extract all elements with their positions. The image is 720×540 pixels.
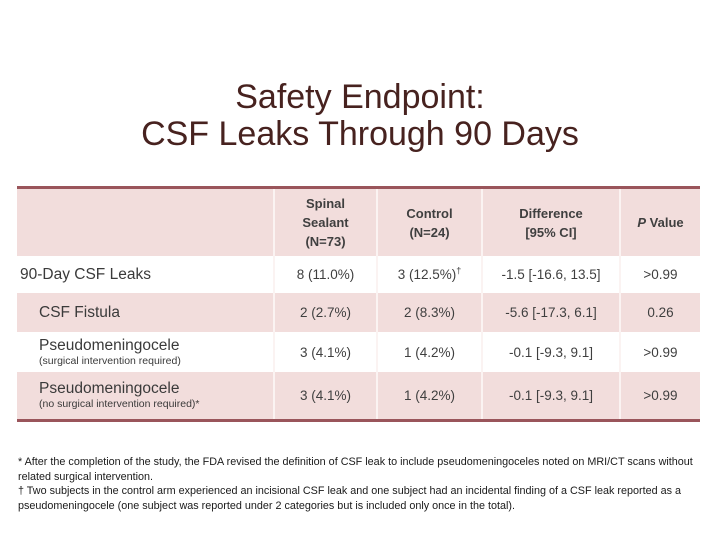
row-label: 90-Day CSF Leaks bbox=[17, 256, 273, 293]
column-header-empty bbox=[17, 189, 273, 256]
cell-spinal-sealant: 3 (4.1%) bbox=[273, 372, 376, 419]
row-sublabel-text: (no surgical intervention required)* bbox=[39, 398, 200, 410]
cell-spinal-sealant: 2 (2.7%) bbox=[273, 293, 376, 332]
footnotes: * After the completion of the study, the… bbox=[18, 455, 694, 513]
slide-title-line1: Safety Endpoint: bbox=[235, 78, 485, 116]
column-header-difference: Difference [95% CI] bbox=[481, 189, 619, 256]
slide-title-line2: CSF Leaks Through 90 Days bbox=[141, 115, 579, 153]
cell-spinal-sealant: 3 (4.1%) bbox=[273, 332, 376, 372]
cell-control: 1 (4.2%) bbox=[376, 372, 481, 419]
table-row-csf-fistula: CSF Fistula 2 (2.7%) 2 (8.3%) -5.6 [-17.… bbox=[17, 293, 700, 332]
row-sublabel-text: (surgical intervention required) bbox=[39, 354, 181, 367]
row-label-text: 90-Day CSF Leaks bbox=[20, 265, 151, 283]
row-label-text: Pseudomeningocele bbox=[39, 380, 180, 397]
cell-p-value: >0.99 bbox=[619, 372, 700, 419]
table-row-pseudomeningocele-no-surgical: Pseudomeningocele (no surgical intervent… bbox=[17, 372, 700, 419]
p-value-rest: Value bbox=[646, 215, 684, 230]
dagger-superscript: † bbox=[456, 265, 462, 276]
cell-control: 1 (4.2%) bbox=[376, 332, 481, 372]
cell-difference: -5.6 [-17.3, 6.1] bbox=[481, 293, 619, 332]
cell-p-value: >0.99 bbox=[619, 256, 700, 293]
footnote-asterisk: * After the completion of the study, the… bbox=[18, 456, 693, 483]
cell-spinal-sealant: 8 (11.0%) bbox=[273, 256, 376, 293]
table-row-90-day-csf-leaks: 90-Day CSF Leaks 8 (11.0%) 3 (12.5%)† -1… bbox=[17, 256, 700, 293]
column-header-spinal-sealant: Spinal Sealant (N=73) bbox=[273, 189, 376, 256]
cell-control: 3 (12.5%)† bbox=[376, 256, 481, 293]
row-label: Pseudomeningocele (surgical intervention… bbox=[17, 332, 273, 372]
cell-control: 2 (8.3%) bbox=[376, 293, 481, 332]
footnote-dagger: † Two subjects in the control arm experi… bbox=[18, 485, 681, 512]
table-row-pseudomeningocele-surgical: Pseudomeningocele (surgical intervention… bbox=[17, 332, 700, 372]
column-header-p-value: P Value bbox=[619, 189, 700, 256]
p-value-italic-p: P bbox=[637, 215, 647, 230]
cell-difference: -0.1 [-9.3, 9.1] bbox=[481, 332, 619, 372]
safety-endpoint-table: Spinal Sealant (N=73) Control (N=24) Dif… bbox=[17, 186, 700, 422]
slide-title: Safety Endpoint: CSF Leaks Through 90 Day… bbox=[0, 79, 720, 153]
cell-p-value: >0.99 bbox=[619, 332, 700, 372]
row-label-text: CSF Fistula bbox=[39, 303, 120, 321]
cell-difference: -1.5 [-16.6, 13.5] bbox=[481, 256, 619, 293]
cell-difference: -0.1 [-9.3, 9.1] bbox=[481, 372, 619, 419]
table-header-row: Spinal Sealant (N=73) Control (N=24) Dif… bbox=[17, 189, 700, 256]
column-header-control: Control (N=24) bbox=[376, 189, 481, 256]
row-label: CSF Fistula bbox=[17, 293, 273, 332]
row-label-text: Pseudomeningocele bbox=[39, 336, 180, 354]
row-label: Pseudomeningocele (no surgical intervent… bbox=[17, 372, 273, 419]
cell-p-value: 0.26 bbox=[619, 293, 700, 332]
